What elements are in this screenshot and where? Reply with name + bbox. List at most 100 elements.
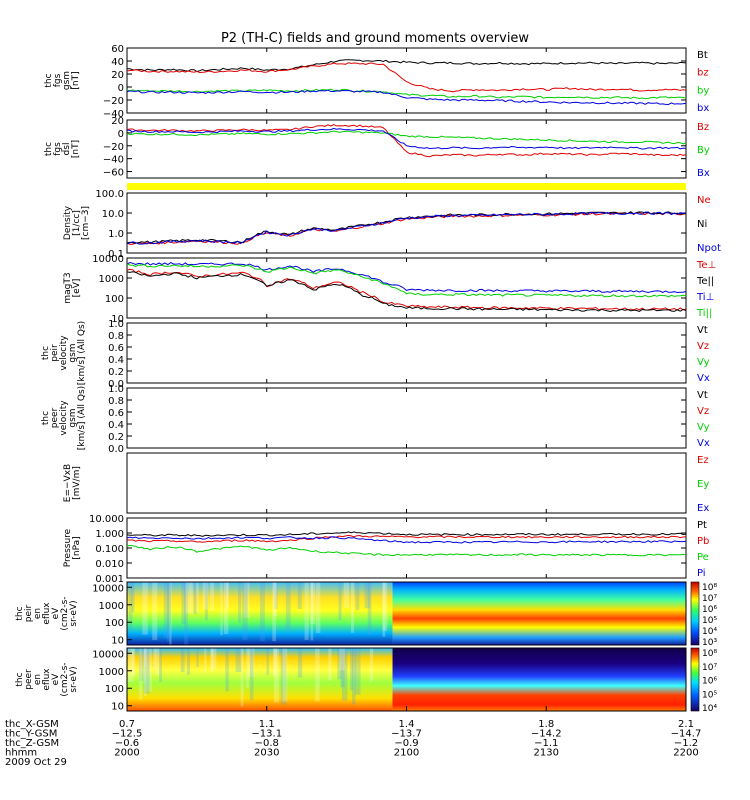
spectrogram-streak bbox=[341, 648, 348, 701]
y-axis-label: [cm−3] bbox=[81, 206, 91, 240]
series-Te-line bbox=[126, 271, 687, 313]
spectrogram-streak bbox=[304, 582, 309, 641]
spectrogram-streak bbox=[210, 648, 214, 673]
y-axis-label: (cm2-s- bbox=[60, 596, 70, 630]
y-tick-label: 40 bbox=[111, 57, 124, 68]
legend-Vx-label: Vx bbox=[697, 438, 710, 449]
spectrogram-streak bbox=[184, 582, 189, 645]
y-axis-label: peir bbox=[50, 344, 60, 362]
legend-Vz-label: Vz bbox=[697, 406, 709, 417]
y-tick-label: 1.0 bbox=[108, 319, 124, 330]
spectrogram-streak bbox=[226, 582, 229, 610]
spectrogram-streak bbox=[143, 648, 150, 694]
y-axis-label: thc bbox=[41, 411, 51, 425]
legend-Vt-label: Vt bbox=[697, 390, 708, 401]
series-Ni-line bbox=[126, 211, 687, 244]
colorbar-label: 10⁵ bbox=[702, 690, 717, 700]
spectrogram-streak bbox=[273, 582, 277, 617]
spectrogram-streak bbox=[211, 648, 217, 669]
y-axis-label: gsm bbox=[68, 343, 78, 362]
colorbar-label: 10⁴ bbox=[702, 627, 717, 637]
panel-pressure: 10.000 1.000 0.100 0.010 0.001 Pressure [nPa] P… bbox=[63, 514, 709, 585]
time-axis: thc_X-GSM 0.7 1.1 1.4 1.8 2.1 thc_Y-GSM −12.5 −1… bbox=[5, 706, 701, 768]
spectrogram-streak bbox=[223, 582, 229, 635]
series-Npot-line bbox=[126, 211, 687, 245]
colorbar-label: 10⁶ bbox=[702, 677, 717, 687]
y-tick-label: 20 bbox=[111, 116, 124, 127]
spectrogram-streak bbox=[259, 582, 265, 642]
spectrogram-streak bbox=[204, 648, 207, 674]
spectrogram-streak bbox=[274, 582, 278, 609]
series-bx-line bbox=[126, 89, 687, 106]
legend-Vt-label: Vt bbox=[697, 325, 708, 336]
spectrogram-streak bbox=[249, 648, 254, 701]
spectrogram-streak bbox=[315, 582, 321, 634]
y-axis-label: gsm bbox=[68, 408, 78, 427]
legend-Vy-label: Vy bbox=[697, 357, 710, 368]
spectrogram-streak bbox=[152, 582, 158, 641]
spectrogram-streak bbox=[350, 648, 354, 691]
legend-Vy-label: Vy bbox=[697, 422, 710, 433]
x-axis-value: 2100 bbox=[394, 748, 419, 759]
spectrogram-streak bbox=[248, 648, 255, 677]
x-axis-value: −1.1 bbox=[534, 738, 558, 749]
y-tick-label: −20 bbox=[103, 96, 124, 107]
y-axis-label: [eV] bbox=[72, 279, 82, 298]
panel-frame bbox=[126, 452, 687, 514]
y-tick-label: 100 bbox=[105, 294, 124, 305]
spectrogram-streak bbox=[139, 648, 143, 700]
series-Ti-line bbox=[126, 261, 687, 294]
x-axis-row-label: thc_X-GSM bbox=[5, 719, 59, 730]
legend-Pb-label: Pb bbox=[697, 536, 709, 547]
x-axis-value: −14.2 bbox=[531, 729, 562, 740]
y-tick-label: 1000 bbox=[99, 667, 124, 678]
series-Te-line bbox=[126, 268, 687, 311]
y-axis-label: thc bbox=[44, 73, 54, 87]
x-axis-row-label: thc_Y-GSM bbox=[5, 729, 57, 740]
panel-frame bbox=[126, 322, 687, 384]
y-tick-label: 100 bbox=[105, 618, 124, 629]
y-tick-label: 0.6 bbox=[108, 343, 124, 354]
spectrogram-streak bbox=[328, 648, 332, 682]
legend-Npot-label: Npot bbox=[697, 243, 721, 254]
y-axis-label: thc bbox=[15, 672, 25, 686]
y-tick-label: 0.100 bbox=[95, 544, 124, 555]
y-tick-label: 1.000 bbox=[95, 529, 124, 540]
colorbar-label: 10⁶ bbox=[702, 605, 717, 615]
x-axis-value: 2030 bbox=[254, 748, 279, 759]
spectrogram-streak bbox=[339, 648, 345, 671]
spectrogram-streak bbox=[139, 648, 144, 681]
y-tick-label: 0.0 bbox=[108, 379, 124, 390]
y-tick-label: 0.001 bbox=[95, 574, 124, 585]
spectrogram-streak bbox=[354, 648, 361, 695]
legend-by-label: by bbox=[697, 85, 709, 96]
y-axis-label: eV bbox=[51, 607, 61, 620]
y-tick-label: 10 bbox=[111, 636, 124, 647]
x-axis-row-label: thc_Z-GSM bbox=[5, 738, 59, 749]
series-Ti-line bbox=[126, 263, 687, 298]
y-tick-label: 0.010 bbox=[95, 559, 124, 570]
spectrogram-streak bbox=[193, 582, 197, 614]
x-axis-row-label: hhmm bbox=[5, 748, 37, 759]
y-axis-label: [nT] bbox=[71, 140, 81, 158]
spectrogram-streak bbox=[205, 582, 208, 621]
spectrogram-streak bbox=[280, 648, 287, 705]
spectrogram-early bbox=[127, 648, 393, 711]
y-axis-label: eflux bbox=[42, 668, 52, 691]
x-axis-value: 1.8 bbox=[538, 719, 554, 730]
x-axis-value: 2200 bbox=[673, 748, 698, 759]
spectrogram-streak bbox=[143, 648, 147, 696]
y-axis-label: Density bbox=[63, 205, 73, 240]
spectrogram-early bbox=[127, 582, 393, 645]
legend-Ni-label: Ni bbox=[697, 219, 707, 230]
spectrogram-streak bbox=[352, 648, 356, 705]
spectrogram-streak bbox=[238, 582, 242, 623]
series-By-line bbox=[126, 130, 687, 145]
spectrogram-streak bbox=[246, 648, 250, 688]
panel-frame bbox=[126, 119, 687, 179]
y-axis-label: thc bbox=[41, 346, 51, 360]
legend-By-label: By bbox=[697, 145, 710, 156]
y-tick-label: −20 bbox=[103, 142, 124, 153]
spectrogram-streak bbox=[338, 582, 342, 621]
